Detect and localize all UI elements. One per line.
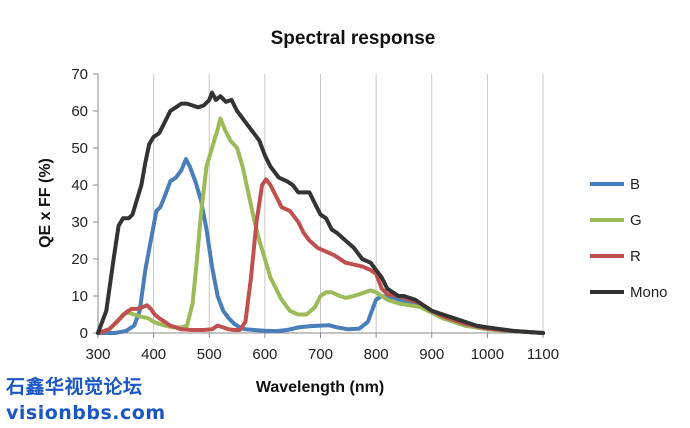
- y-tick-label-40: 40: [71, 177, 88, 194]
- x-tick-label-700: 700: [308, 346, 333, 363]
- legend-label-g: G: [630, 212, 642, 229]
- x-tick-label-900: 900: [419, 346, 444, 363]
- x-tick-label-300: 300: [85, 346, 110, 363]
- chart-title: Spectral response: [271, 28, 436, 49]
- series-line-g: [96, 116, 545, 335]
- x-tick-label-1000: 1000: [471, 346, 504, 363]
- legend-label-b: B: [630, 176, 640, 193]
- legend-label-r: R: [630, 248, 641, 265]
- y-tick-label-20: 20: [71, 251, 88, 268]
- y-tick-label-0: 0: [80, 325, 88, 342]
- y-tick-label-30: 30: [71, 214, 88, 231]
- x-tick-label-600: 600: [252, 346, 277, 363]
- legend-label-mono: Mono: [630, 284, 668, 301]
- x-tick-label-800: 800: [364, 346, 389, 363]
- watermark-url: visionbbs.com: [6, 402, 166, 424]
- y-tick-label-50: 50: [71, 140, 88, 157]
- y-tick-label-60: 60: [71, 103, 88, 120]
- x-tick-label-1100: 1100: [527, 346, 559, 363]
- x-tick-label-500: 500: [197, 346, 222, 363]
- y-tick-label-70: 70: [71, 66, 88, 83]
- x-tick-label-400: 400: [141, 346, 166, 363]
- y-axis-title: QE x FF (%): [37, 158, 54, 248]
- watermark-forum-name: 石鑫华视觉论坛: [6, 376, 143, 398]
- x-axis-title: Wavelength (nm): [256, 379, 384, 396]
- series-line-mono: [96, 90, 545, 335]
- y-tick-label-10: 10: [71, 288, 88, 305]
